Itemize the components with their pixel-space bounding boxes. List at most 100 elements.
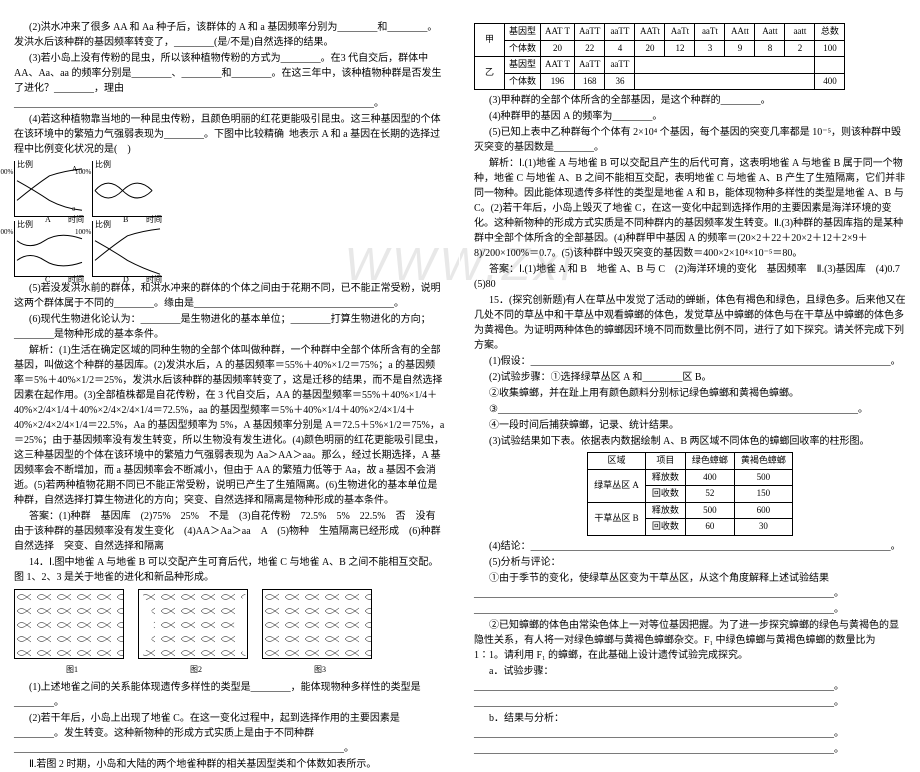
rr02: 400: [685, 469, 734, 486]
fig-100-label: 100%: [75, 227, 91, 238]
rr11: 回收数: [645, 486, 685, 503]
fig-x-label: 时间: [68, 274, 84, 286]
c0: AAT T: [541, 24, 575, 41]
q15-2c: ③_______________________________________…: [474, 402, 906, 417]
rr23: 600: [734, 502, 792, 519]
v7: 8: [755, 40, 785, 57]
analysis2-text: Ⅰ.(1)地雀 A 与地雀 B 可以交配且产生的后代可育，这表明地雀 A 与地雀…: [474, 158, 905, 259]
rr21: 释放数: [645, 502, 685, 519]
p4r: (4)种群甲的基因 A 的频率为________。: [474, 109, 906, 124]
rr13: 150: [734, 486, 792, 503]
answer-label: 答案：: [29, 511, 59, 522]
blank-cells2: [635, 73, 815, 90]
p5r: (5)已知上表中乙种群每个个体有 2×10⁴ 个基因，每个基因的突变几率都是 1…: [474, 125, 906, 155]
rr22: 500: [685, 502, 734, 519]
wave-label-3: 图3: [262, 664, 378, 676]
answer: 答案：(1)种群 基因库 (2)75% 25% 不是 (3)自花传粉 72.5%…: [14, 509, 445, 554]
rr00: 绿草丛区 A: [588, 469, 646, 502]
h-total: 总数: [815, 24, 845, 41]
rh0: 区域: [588, 453, 646, 470]
c7: Aatt: [755, 24, 785, 41]
para-6: (6)现代生物进化论认为：________是生物进化的基本单位；________…: [14, 312, 445, 342]
fig-100-label: 100%: [0, 227, 13, 238]
fig-a: 比例 100% Aa 时间 A: [14, 161, 84, 217]
fig-c: 比例 100% 时间 C: [14, 221, 84, 277]
c3: AATt: [635, 24, 665, 41]
rr12: 52: [685, 486, 734, 503]
q15-a: a．试验步骤：_________________________________…: [474, 664, 906, 694]
v3: 20: [635, 40, 665, 57]
q15-b: b．结果与分析：________________________________…: [474, 711, 906, 741]
rr03: 500: [734, 469, 792, 486]
rr20: 干草丛区 B: [588, 502, 646, 535]
cy2: aaTT: [605, 57, 635, 74]
c1: AaTT: [574, 24, 605, 41]
wave-1: 图1: [14, 589, 130, 676]
fig-b: 比例 100% 时间 B: [92, 161, 162, 217]
wave-2: 图2: [138, 589, 254, 676]
q14-II: Ⅱ.若图 2 时期，小岛和大陆的两个地雀种群的相关基因型类和个体数如表所示。: [14, 757, 445, 772]
q14: 14．Ⅰ.图中地雀 A 与地雀 B 可以交配产生可育后代，地雀 C 与地雀 A、…: [14, 555, 445, 585]
rh2: 绿色蟑螂: [685, 453, 734, 470]
figure-row-2: 比例 100% 时间 C 比例 100% 时间 D: [14, 221, 445, 277]
blank-cells: [635, 57, 815, 74]
q14-1: (1)上述地雀之间的关系能体现遗传多样性的类型是________，能体现物种多样…: [14, 680, 445, 710]
c6: AAtt: [725, 24, 755, 41]
cy1: AaTT: [574, 57, 605, 74]
q15-2a: (2)试验步骤：①选择绿草丛区 A 和________区 B。: [474, 370, 906, 385]
left-column: (2)洪水冲来了很多 AA 和 Aa 种子后，该群体的 A 和 a 基因频率分别…: [0, 0, 460, 651]
v1: 22: [574, 40, 605, 57]
cy0: AAT T: [541, 57, 575, 74]
rh1: 项目: [645, 453, 685, 470]
v4: 12: [665, 40, 695, 57]
q15-5: (5)分析与评论：: [474, 555, 906, 570]
v5: 3: [695, 40, 725, 57]
tj: 100: [815, 40, 845, 57]
fig-100-label: 100%: [0, 167, 13, 178]
q15-5a: ①由于季节的变化，使绿草丛区变为干草丛区，从这个角度解释上述试验结果______…: [474, 571, 906, 601]
h-count: 个体数: [505, 40, 541, 57]
v2: 4: [605, 40, 635, 57]
q14-2: (2)若干年后，小岛上出现了地雀 C。在这一变化过程中，起到选择作用的主要因素是…: [14, 711, 445, 756]
fig-letter-c: C: [45, 274, 50, 286]
result-table: 区域 项目 绿色蟑螂 黄褐色蟑螂 绿草丛区 A 释放数 400 500 回收数 …: [587, 452, 793, 536]
analysis-label: 解析：: [29, 345, 59, 356]
q15-2b: ②收集蟑螂，并在趾上用有颜色颜料分别标记绿色蟑螂和黄褐色蟑螂。: [474, 386, 906, 401]
c8: aatt: [785, 24, 815, 41]
fig-100-label: 100%: [75, 167, 91, 178]
fig-d: 比例 100% 时间 D: [92, 221, 162, 277]
rr01: 释放数: [645, 469, 685, 486]
row-jia: 甲: [475, 24, 505, 57]
q15-1: (1)假设：__________________________________…: [474, 354, 906, 369]
blank-line-1: ________________________________________…: [474, 602, 906, 617]
rr33: 30: [734, 519, 792, 536]
rr32: 60: [685, 519, 734, 536]
analysis2: 解析：Ⅰ.(1)地雀 A 与地雀 B 可以交配且产生的后代可育，这表明地雀 A …: [474, 156, 906, 261]
v8: 2: [785, 40, 815, 57]
c5: aaTt: [695, 24, 725, 41]
blank-total: [815, 57, 845, 74]
vy0: 196: [541, 73, 575, 90]
q15-2d: ④一段时间后捕获蟑螂，记录、统计结果。: [474, 418, 906, 433]
vy2: 36: [605, 73, 635, 90]
blank-line-3: ________________________________________…: [474, 742, 906, 757]
fig-letter-d: D: [123, 274, 129, 286]
c4: AaTt: [665, 24, 695, 41]
h-geno2: 基因型: [505, 57, 541, 74]
blank-line-2: ________________________________________…: [474, 695, 906, 710]
rr31: 回收数: [645, 519, 685, 536]
answer2: 答案：Ⅰ.(1)地雀 A 和 B 地雀 A、B 与 C (2)海洋环境的变化 基…: [474, 262, 906, 292]
answer-text: (1)种群 基因库 (2)75% 25% 不是 (3)自花传粉 72.5% 5%…: [14, 511, 451, 552]
q15-4: (4)结论：__________________________________…: [474, 539, 906, 554]
wave-label-1: 图1: [14, 664, 130, 676]
answer2-text: Ⅰ.(1)地雀 A 和 B 地雀 A、B 与 C (2)海洋环境的变化 基因频率…: [474, 264, 910, 290]
para-4a: (4)若这种植物靠当地的一种昆虫传粉，且颜色明丽的红花更能吸引昆虫。这三种基因型…: [14, 112, 445, 157]
c2: aaTT: [605, 24, 635, 41]
fig-x-label: 时间: [146, 274, 162, 286]
q15-3: (3)试验结果如下表。依据表内数据绘制 A、B 两区域不同体色的蟑螂回收率的柱形…: [474, 434, 906, 449]
row-yi: 乙: [475, 57, 505, 90]
analysis-text: (1)生活在确定区域的同种生物的全部个体叫做种群，一个种群中全部个体所含有的全部…: [14, 345, 444, 506]
rh3: 黄褐色蟑螂: [734, 453, 792, 470]
wave-3: 图3: [262, 589, 378, 676]
h-count2: 个体数: [505, 73, 541, 90]
